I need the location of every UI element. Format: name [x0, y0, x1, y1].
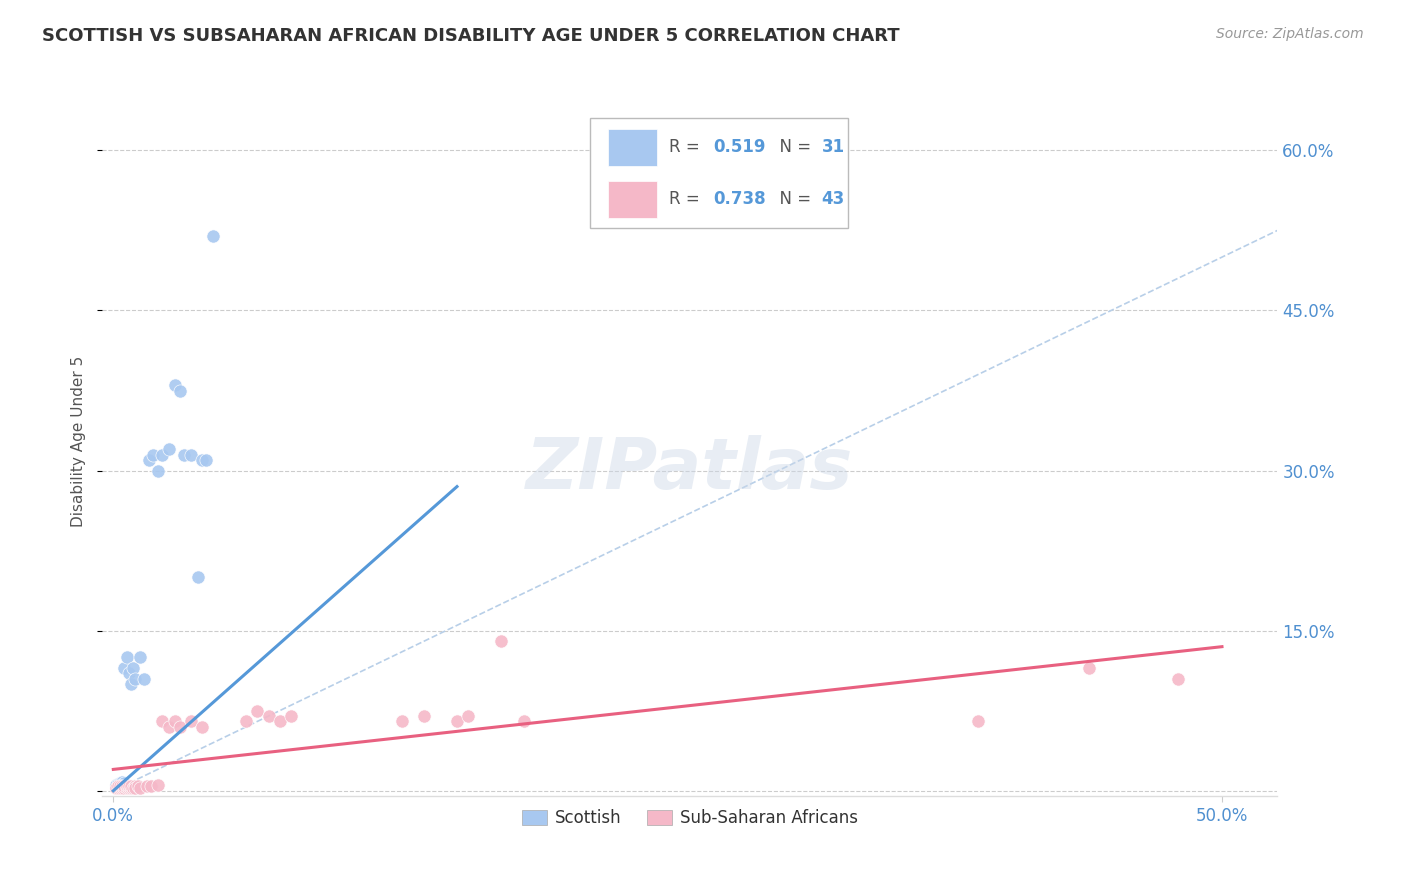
Text: R =: R = — [669, 190, 704, 208]
Point — [112, 780, 135, 794]
Y-axis label: Disability Age Under 5: Disability Age Under 5 — [72, 356, 86, 527]
Point — [112, 776, 135, 790]
Point — [120, 780, 142, 795]
Point — [120, 780, 142, 794]
Point — [108, 780, 131, 794]
Point — [115, 650, 138, 665]
Text: N =: N = — [769, 138, 815, 156]
Point — [165, 714, 187, 729]
Point — [191, 453, 214, 467]
FancyBboxPatch shape — [607, 181, 657, 218]
Point — [142, 448, 165, 462]
Point — [120, 677, 142, 691]
Legend: Scottish, Sub-Saharan Africans: Scottish, Sub-Saharan Africans — [515, 803, 865, 834]
Text: ZIPatlas: ZIPatlas — [526, 435, 853, 504]
Point — [187, 570, 209, 584]
Point — [457, 709, 479, 723]
Point — [124, 780, 146, 795]
Point — [967, 714, 990, 729]
Point — [122, 780, 145, 795]
Point — [269, 714, 291, 729]
Text: N =: N = — [769, 190, 815, 208]
Point — [257, 709, 280, 723]
Point — [118, 780, 141, 795]
Point — [1077, 661, 1099, 675]
Point — [118, 666, 141, 681]
FancyBboxPatch shape — [591, 119, 848, 228]
Text: R =: R = — [669, 138, 704, 156]
Point — [111, 780, 134, 794]
Point — [246, 704, 269, 718]
Point — [135, 780, 157, 794]
Point — [112, 661, 135, 675]
Text: 31: 31 — [821, 138, 845, 156]
Text: 0.519: 0.519 — [713, 138, 766, 156]
Point — [146, 464, 169, 478]
Point — [108, 780, 131, 795]
Point — [412, 709, 434, 723]
Point — [150, 448, 173, 462]
Point — [165, 378, 187, 392]
Point — [169, 384, 191, 398]
FancyBboxPatch shape — [607, 129, 657, 166]
Point — [195, 453, 218, 467]
Point — [107, 780, 129, 795]
Point — [180, 448, 202, 462]
Point — [108, 776, 131, 790]
Point — [446, 714, 468, 729]
Point — [107, 779, 129, 793]
Point — [391, 714, 413, 729]
Point — [157, 720, 180, 734]
Point — [235, 714, 257, 729]
Point — [104, 780, 127, 795]
Point — [104, 779, 127, 793]
Point — [129, 650, 152, 665]
Point — [108, 777, 131, 791]
Point — [124, 672, 146, 686]
Point — [180, 714, 202, 729]
Point — [118, 780, 141, 794]
Point — [111, 777, 134, 791]
Point — [115, 780, 138, 794]
Point — [111, 776, 134, 790]
Point — [202, 228, 225, 243]
Point — [134, 672, 156, 686]
Text: Source: ZipAtlas.com: Source: ZipAtlas.com — [1216, 27, 1364, 41]
Point — [139, 780, 162, 794]
Point — [108, 779, 131, 793]
Point — [280, 709, 302, 723]
Point — [107, 780, 129, 794]
Text: 0.738: 0.738 — [713, 190, 766, 208]
Point — [115, 780, 138, 795]
Point — [1167, 672, 1189, 686]
Point — [146, 779, 169, 793]
Point — [122, 661, 145, 675]
Point — [111, 775, 134, 789]
Point — [138, 453, 160, 467]
Point — [512, 714, 534, 729]
Point — [491, 634, 513, 648]
Point — [191, 720, 214, 734]
Point — [157, 442, 180, 457]
Point — [173, 448, 195, 462]
Point — [107, 777, 129, 791]
Text: 43: 43 — [821, 190, 845, 208]
Point — [111, 780, 134, 795]
Point — [129, 780, 152, 795]
Text: SCOTTISH VS SUBSAHARAN AFRICAN DISABILITY AGE UNDER 5 CORRELATION CHART: SCOTTISH VS SUBSAHARAN AFRICAN DISABILIT… — [42, 27, 900, 45]
Point — [150, 714, 173, 729]
Point — [112, 780, 135, 795]
Point — [169, 720, 191, 734]
Point — [127, 780, 149, 794]
Point — [124, 780, 146, 794]
